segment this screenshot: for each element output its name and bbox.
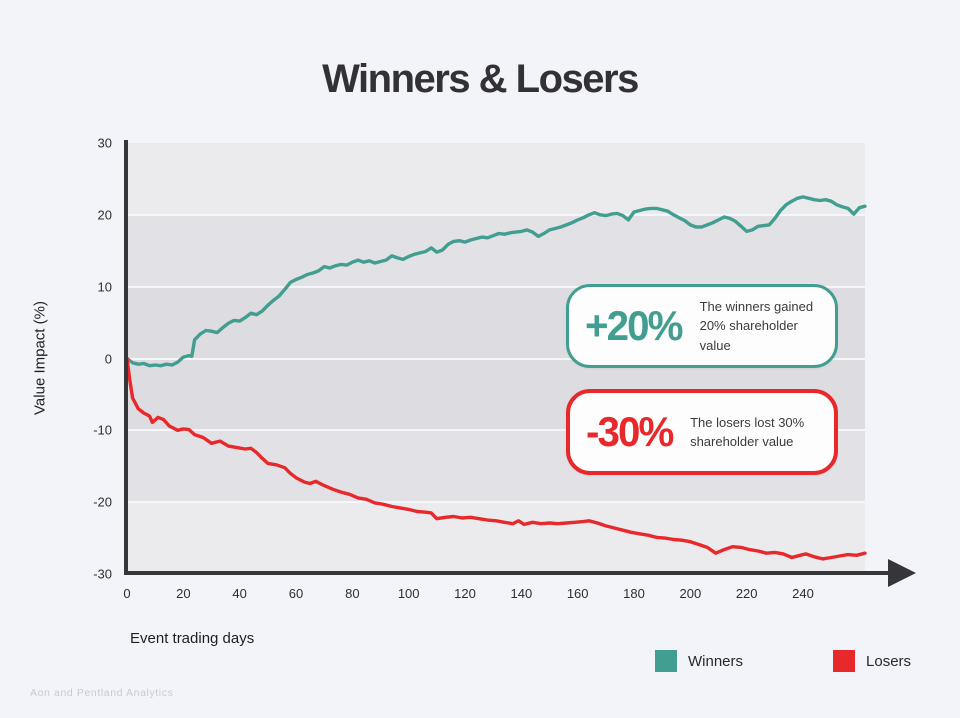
winners-callout: +20% The winners gained 20% shareholder … xyxy=(566,284,838,368)
x-tick-label: 200 xyxy=(679,586,702,601)
x-tick-label: 120 xyxy=(454,586,476,601)
gridline xyxy=(127,213,865,216)
legend-label-winners: Winners xyxy=(688,652,744,670)
y-axis-title: Value Impact (%) xyxy=(31,301,49,415)
gridline xyxy=(127,429,865,432)
plot-band xyxy=(127,502,865,574)
losers-callout-value: -30% xyxy=(586,408,674,455)
losers-callout-text: The losers lost 30% shareholder value xyxy=(690,414,805,450)
winners-swatch-icon xyxy=(655,650,677,672)
x-tick-label: 20 xyxy=(176,586,191,601)
x-tick-label: 80 xyxy=(345,586,360,601)
y-tick-label: 10 xyxy=(97,279,112,295)
y-tick-label: 30 xyxy=(97,135,112,151)
x-axis-title: Event trading days xyxy=(130,630,255,647)
winners-callout-value: +20% xyxy=(585,302,683,349)
losers-swatch-icon xyxy=(833,650,856,672)
x-tick-label: 160 xyxy=(566,586,589,601)
x-tick-label: 140 xyxy=(510,586,533,601)
y-tick-label: 0 xyxy=(104,351,112,366)
legend-item-losers: Losers xyxy=(833,650,911,672)
x-tick-label: 40 xyxy=(232,586,247,601)
gridline xyxy=(127,357,865,360)
legend-label-losers: Losers xyxy=(866,652,912,670)
gridline xyxy=(127,501,865,504)
series-lines xyxy=(125,195,867,561)
x-tick-label: 60 xyxy=(288,586,304,601)
x-tick-label: 220 xyxy=(735,586,758,601)
legend-item-winners: Winners xyxy=(655,650,743,672)
source-footnote: Aon and Pentland Analytics xyxy=(30,687,174,699)
series-line-winners xyxy=(125,195,867,368)
x-tick-label: 180 xyxy=(623,586,645,601)
x-axis-line xyxy=(124,571,890,575)
gridline xyxy=(127,285,865,288)
chart-title: Winners & Losers xyxy=(322,57,639,101)
winners-callout-text: The winners gained 20% shareholder value xyxy=(699,298,814,353)
y-tick-label: -30 xyxy=(93,566,112,582)
plot-band xyxy=(127,143,865,215)
legend: Winners Losers xyxy=(655,650,911,672)
x-axis-arrowhead-icon xyxy=(888,559,916,587)
y-tick-label: -10 xyxy=(93,422,112,438)
y-tick-label: 20 xyxy=(97,207,112,223)
y-axis-line xyxy=(124,140,128,575)
x-tick-label: 240 xyxy=(792,586,814,601)
losers-callout: -30% The losers lost 30% shareholder val… xyxy=(566,389,838,475)
series-line-losers xyxy=(125,356,867,561)
x-tick-label: 0 xyxy=(123,586,131,601)
x-tick-label: 100 xyxy=(397,586,420,601)
y-tick-label: -20 xyxy=(93,494,112,510)
